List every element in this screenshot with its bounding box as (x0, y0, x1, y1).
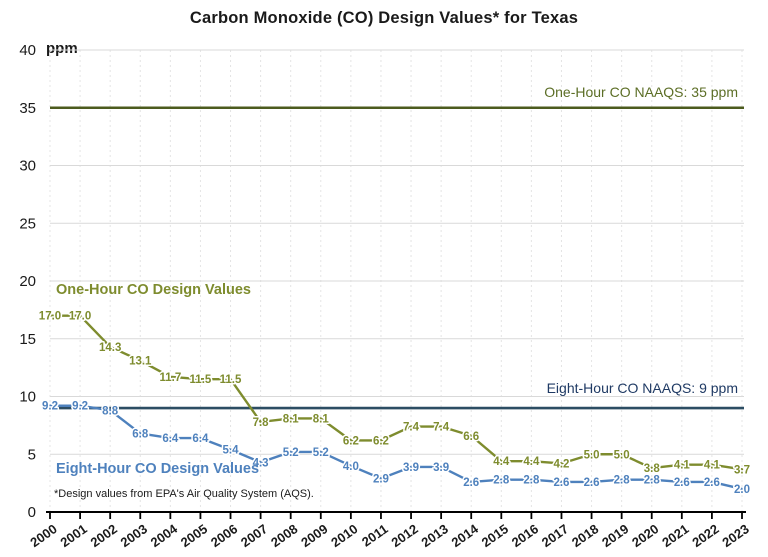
data-label-eight-hour-2001: 9.2 (72, 401, 88, 413)
data-label-one-hour-2022: 4.1 (704, 460, 721, 472)
data-label-eight-hour-2009: 5.2 (313, 447, 329, 459)
data-label-one-hour-2000: 17.0 (39, 311, 61, 323)
y-tick-label: 25 (19, 215, 36, 232)
data-label-eight-hour-2022: 2.6 (704, 477, 720, 489)
x-tick-label: 2003 (118, 521, 150, 550)
data-label-one-hour-2023: 3.7 (734, 464, 750, 476)
x-tick-label: 2016 (509, 521, 541, 550)
y-axis-unit-label: ppm (46, 40, 78, 57)
x-tick-label: 2009 (298, 521, 330, 550)
eight-hour-naaqs-label: Eight-Hour CO NAAQS: 9 ppm (546, 380, 738, 396)
data-label-eight-hour-2008: 5.2 (283, 447, 299, 459)
data-label-eight-hour-2018: 2.6 (584, 477, 600, 489)
data-label-eight-hour-2017: 2.6 (553, 477, 569, 489)
data-label-eight-hour-2012: 3.9 (403, 462, 419, 474)
y-tick-label: 20 (19, 273, 36, 290)
data-label-one-hour-2015: 4.4 (493, 456, 510, 468)
data-label-one-hour-2004: 11.7 (159, 372, 181, 384)
x-tick-label: 2018 (569, 521, 601, 550)
data-label-one-hour-2016: 4.4 (523, 456, 540, 468)
x-tick-label: 2007 (238, 521, 270, 550)
data-label-eight-hour-2014: 2.6 (463, 477, 479, 489)
x-tick-label: 2017 (539, 521, 571, 550)
y-tick-label: 30 (19, 158, 36, 175)
data-label-one-hour-2003: 13.1 (129, 356, 152, 368)
x-tick-label: 2013 (419, 521, 451, 550)
x-tick-label: 2021 (659, 521, 691, 550)
data-label-eight-hour-2016: 2.8 (523, 475, 540, 487)
x-tick-label: 2014 (449, 521, 482, 550)
data-label-eight-hour-2015: 2.8 (493, 475, 510, 487)
series-line-eight-hour (48, 404, 744, 491)
data-label-eight-hour-2010: 4.0 (343, 461, 359, 473)
x-tick-label: 2000 (27, 521, 59, 550)
y-tick-label: 10 (19, 389, 36, 406)
y-tick-label: 15 (19, 331, 36, 348)
data-label-one-hour-2013: 7.4 (433, 422, 450, 434)
x-tick-label: 2004 (148, 521, 181, 550)
data-label-one-hour-2006: 11.5 (220, 374, 242, 386)
x-tick-label: 2012 (388, 521, 420, 550)
series-line-one-hour (48, 314, 744, 471)
footnote: *Design values from EPA's Air Quality Sy… (54, 488, 314, 500)
data-label-one-hour-2010: 6.2 (343, 435, 359, 447)
one-hour-naaqs-label: One-Hour CO NAAQS: 35 ppm (544, 84, 738, 100)
data-label-one-hour-2014: 6.6 (463, 431, 479, 443)
data-label-eight-hour-2020: 2.8 (644, 475, 661, 487)
y-tick-label: 0 (28, 504, 36, 521)
x-tick-label: 2001 (58, 521, 90, 550)
data-label-eight-hour-2005: 6.4 (192, 433, 209, 445)
data-label-one-hour-2009: 8.1 (313, 413, 330, 425)
x-tick-label: 2022 (689, 521, 721, 550)
data-label-one-hour-2008: 8.1 (283, 413, 300, 425)
data-label-eight-hour-2023: 2.0 (734, 484, 750, 496)
data-label-eight-hour-2000: 9.2 (42, 401, 58, 413)
data-label-one-hour-2021: 4.1 (674, 460, 691, 472)
x-tick-label: 2023 (719, 521, 751, 550)
data-label-one-hour-2012: 7.4 (403, 422, 420, 434)
y-tick-label: 5 (28, 446, 36, 463)
chart-title: Carbon Monoxide (CO) Design Values* for … (189, 9, 579, 27)
x-tick-label: 2006 (208, 521, 240, 550)
x-tick-label: 2011 (359, 521, 391, 549)
data-label-eight-hour-2002: 8.8 (102, 405, 119, 417)
data-label-eight-hour-2013: 3.9 (433, 462, 449, 474)
data-label-one-hour-2011: 6.2 (373, 435, 389, 447)
y-tick-label: 40 (19, 42, 36, 59)
x-tick-label: 2008 (268, 521, 300, 550)
data-label-one-hour-2017: 4.2 (553, 458, 569, 470)
data-label-one-hour-2005: 11.5 (190, 374, 212, 386)
eight-hour-series-heading: Eight-Hour CO Design Values (56, 461, 260, 477)
data-label-one-hour-2020: 3.8 (644, 463, 661, 475)
data-label-one-hour-2007: 7.8 (253, 417, 270, 429)
data-label-eight-hour-2011: 2.9 (373, 474, 389, 486)
data-label-eight-hour-2007: 4.3 (253, 457, 269, 469)
y-tick-label: 35 (19, 100, 36, 117)
data-label-eight-hour-2004: 6.4 (162, 433, 179, 445)
data-label-eight-hour-2006: 5.4 (223, 445, 240, 457)
data-label-eight-hour-2021: 2.6 (674, 477, 690, 489)
x-tick-label: 2010 (328, 521, 360, 550)
x-tick-label: 2019 (599, 521, 631, 550)
x-tick-label: 2020 (629, 521, 661, 550)
x-tick-label: 2005 (178, 521, 210, 550)
one-hour-series-heading: One-Hour CO Design Values (56, 282, 251, 298)
x-tick-label: 2002 (88, 521, 120, 550)
data-label-eight-hour-2003: 6.8 (132, 428, 149, 440)
data-label-eight-hour-2019: 2.8 (614, 475, 631, 487)
data-label-one-hour-2019: 5.0 (614, 449, 630, 461)
x-tick-label: 2015 (479, 521, 511, 550)
data-label-one-hour-2002: 14.3 (99, 342, 121, 354)
data-label-one-hour-2018: 5.0 (584, 449, 600, 461)
data-label-one-hour-2001: 17.0 (69, 311, 91, 323)
